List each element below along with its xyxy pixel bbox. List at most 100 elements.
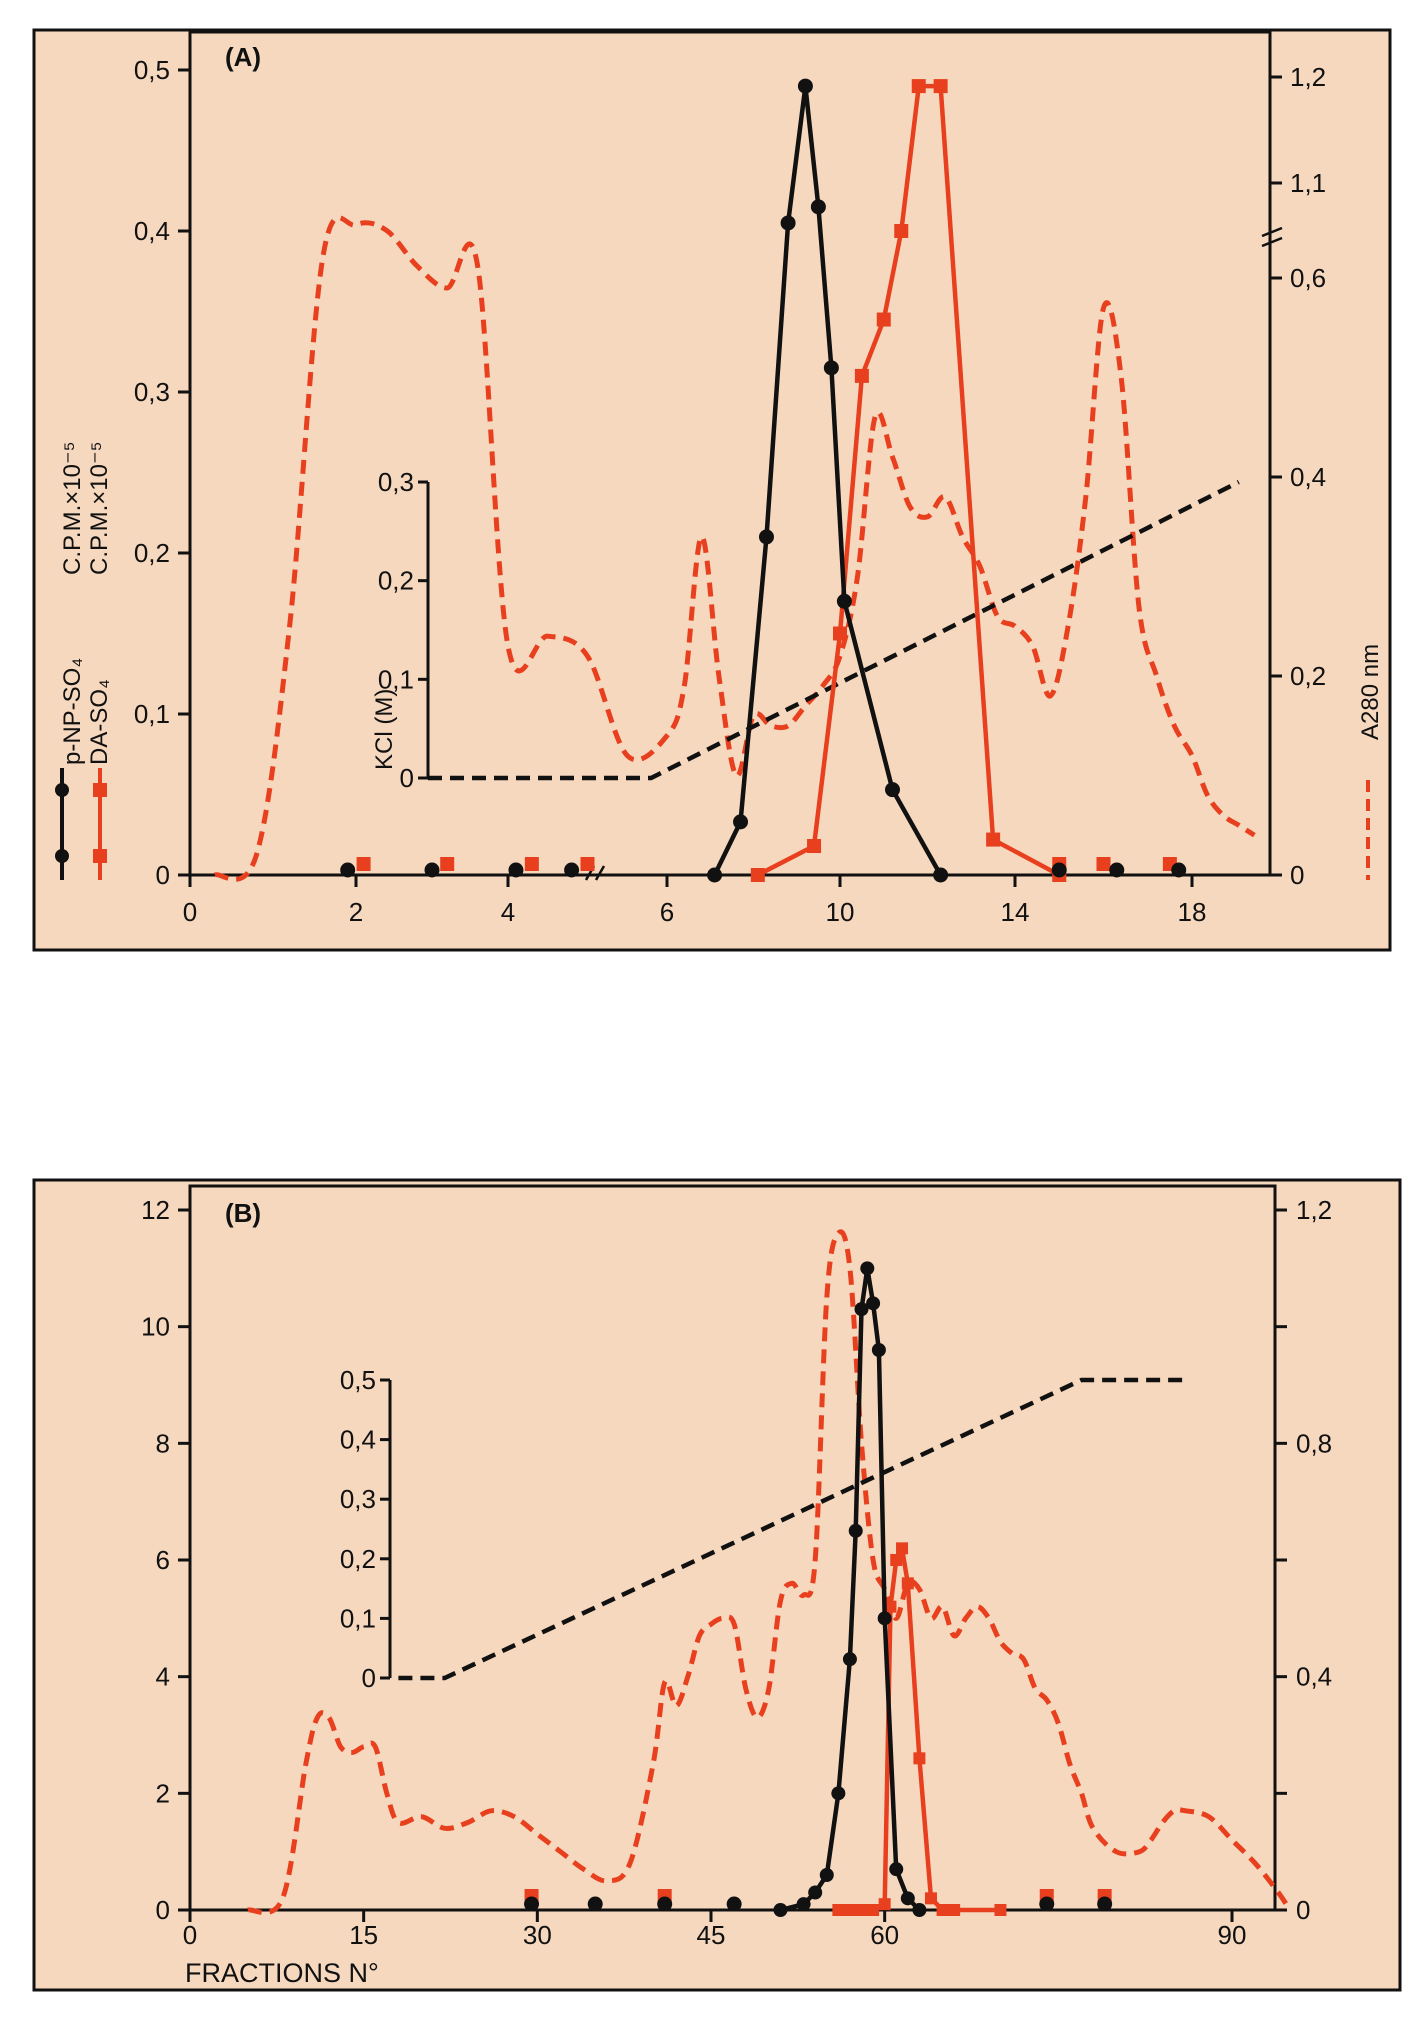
left-tick-label: 8 — [156, 1428, 170, 1458]
kcl-tick-label: 0,1 — [378, 664, 414, 694]
left-tick-label: 6 — [156, 1545, 170, 1575]
panel-a-chart: (A) 0 0,1 0,2 0,3 0,4 0,5 0 0,2 0,4 0,6 1,1 1,2 0 2… — [32, 28, 1392, 952]
pnp-so4-point — [707, 867, 723, 883]
panel-a-left-ticks: 0 0,1 0,2 0,3 0,4 0,5 — [134, 55, 190, 890]
pnp-so4-baseline-point — [340, 862, 356, 878]
pnp-so4-point — [866, 1296, 881, 1311]
x-tick-label: 90 — [1218, 1920, 1247, 1950]
da-so4-point — [986, 832, 1001, 847]
right-tick-label: 1,2 — [1290, 62, 1326, 92]
da-so4-point — [807, 839, 822, 854]
left-tick-label: 0,5 — [134, 55, 170, 85]
da-so4-baseline-point — [440, 857, 455, 871]
legend-entry-pnp: p-NP-SO₄ — [55, 658, 86, 880]
kcl-tick-label: 0,3 — [340, 1484, 376, 1514]
da-so4-point — [867, 1904, 880, 1916]
panel-b-left-ticks: 0 2 4 6 8 10 12 — [141, 1195, 190, 1925]
pnp-so4-point — [831, 1786, 846, 1801]
a280-absorbance-line — [247, 1229, 1293, 1916]
left-tick-label: 10 — [141, 1312, 170, 1342]
kcl-gradient-line — [398, 1377, 1186, 1681]
panel-a-axis-break-right — [1261, 226, 1283, 248]
x-tick-label: 2 — [349, 897, 363, 927]
panel-b-right-ticks: 0 0,4 0,8 1,2 — [1275, 1195, 1332, 1925]
x-tick-label: 15 — [349, 1920, 378, 1950]
da-so4-point — [994, 1904, 1007, 1916]
kcl-tick-label: 0,2 — [378, 566, 414, 596]
a280-absorbance-line — [213, 215, 1256, 882]
da-so4-point — [913, 1752, 926, 1765]
left-tick-label: 0,2 — [134, 538, 170, 568]
panel-b-series — [247, 1229, 1293, 1917]
da-so4-point — [911, 79, 926, 94]
pnp-so4-line — [712, 83, 943, 877]
pnp-so4-point — [773, 1903, 788, 1917]
kcl-axis-title: KCl (M) — [371, 689, 398, 770]
pnp-so4-point — [900, 1891, 915, 1906]
da-so4-point — [832, 1904, 845, 1916]
da-so4-line — [756, 83, 1061, 877]
panel-b-kcl-inset-axis: 0 0,1 0,2 0,3 0,4 0,5 — [340, 1365, 392, 1693]
pnp-so4-baseline-point — [657, 1896, 673, 1912]
da-so4-point — [878, 1898, 891, 1911]
da-so4-point — [855, 1904, 868, 1916]
pnp-so4-point — [797, 78, 813, 94]
da-so4-point — [884, 1600, 897, 1613]
right-tick-label: 0 — [1290, 860, 1304, 890]
pnp-so4-point — [860, 1261, 875, 1276]
pnp-so4-point — [854, 1302, 869, 1317]
left-tick-label: 2 — [156, 1778, 170, 1808]
left-tick-label: 0 — [156, 1895, 170, 1925]
right-tick-label: 0,8 — [1296, 1428, 1332, 1458]
pnp-so4-point — [877, 1611, 892, 1626]
da-so4-point — [896, 1542, 909, 1555]
pnp-so4-point — [842, 1652, 857, 1667]
kcl-tick-label: 0 — [362, 1663, 376, 1693]
right-tick-label: 0,6 — [1290, 263, 1326, 293]
x-tick-label: 14 — [1001, 897, 1030, 927]
left-tick-label: 0,1 — [134, 699, 170, 729]
da-so4-point — [901, 1577, 914, 1590]
right-axis-title: A280 nm — [1357, 644, 1384, 740]
pnp-so4-point — [780, 215, 796, 231]
right-tick-label: 0,2 — [1290, 661, 1326, 691]
pnp-so4-baseline-point — [587, 1896, 603, 1912]
pnp-so4-point — [885, 782, 900, 798]
panel-a-left-axis-title: C.P.M.×10⁻⁵ C.P.M.×10⁻⁵ — [59, 441, 113, 575]
left-tick-label: 0 — [156, 860, 170, 890]
right-tick-label: 0 — [1296, 1895, 1310, 1925]
kcl-tick-label: 0,5 — [340, 1365, 376, 1395]
x-tick-label: 4 — [501, 897, 515, 927]
pnp-so4-point — [889, 1862, 904, 1877]
x-tick-label: 10 — [826, 897, 855, 927]
panel-a-right-ticks: 0 0,2 0,4 0,6 1,1 1,2 — [1270, 62, 1326, 890]
right-tick-label: 0,4 — [1296, 1662, 1332, 1692]
panel-a-legend: p-NP-SO₄ DA-SO₄ — [55, 658, 113, 880]
da-so4-baseline-point — [1096, 857, 1111, 871]
panel-b-plot-area — [190, 1186, 1275, 1910]
pnp-so4-point — [933, 867, 949, 883]
da-so4-point — [843, 1904, 856, 1916]
legend-entry-da: DA-SO₄ — [86, 679, 113, 880]
panel-b-label: (B) — [225, 1198, 261, 1228]
panel-a-x-ticks: 0 2 4 6 10 14 18 — [183, 875, 1206, 927]
pnp-so4-baseline-point — [524, 1896, 540, 1912]
pnp-so4-baseline-point — [508, 862, 524, 878]
da-so4-point — [876, 312, 891, 327]
panel-a-series — [213, 78, 1256, 883]
pnp-so4-baseline-point — [1109, 862, 1125, 878]
pnp-so4-baseline-point — [1051, 862, 1067, 878]
da-so4-baseline-point — [524, 857, 539, 871]
panel-b-x-axis-title: FRACTIONS N° — [185, 1958, 379, 1988]
da-so4-point — [948, 1904, 961, 1916]
left-tick-label: 0,4 — [134, 216, 170, 246]
kcl-tick-label: 0,4 — [340, 1425, 376, 1455]
pnp-so4-point — [848, 1523, 863, 1538]
da-so4-baseline-point — [356, 857, 371, 871]
panel-a-kcl-inset-axis: 0 0,1 0,2 0,3 KCl (M) — [371, 467, 430, 793]
panel-b-x-ticks: 0 15 30 45 60 90 — [183, 1910, 1247, 1950]
pnp-so4-point — [836, 593, 852, 609]
pnp-so4-point — [810, 199, 826, 215]
pnp-so4-point — [796, 1897, 811, 1912]
